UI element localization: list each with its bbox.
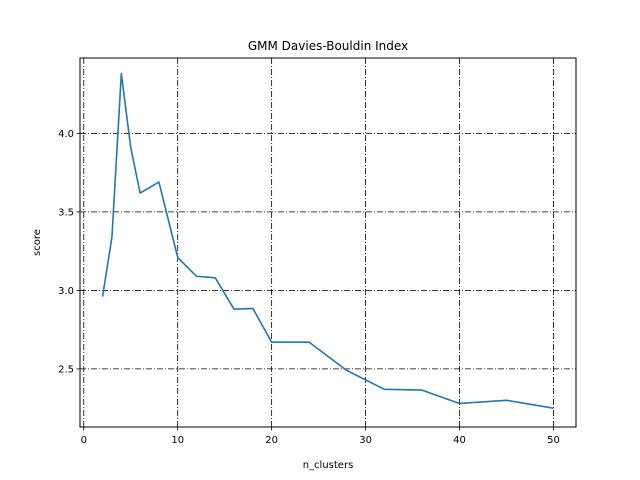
x-tick-label: 0 [81,435,87,446]
chart-title: GMM Davies-Bouldin Index [248,39,408,53]
x-tick-label: 40 [453,435,466,446]
x-tick-label: 10 [171,435,184,446]
y-tick-label: 3.0 [58,286,74,297]
series-layer [101,72,554,409]
x-tick-label: 30 [359,435,372,446]
grid-layer [80,58,576,427]
y-tick-label: 2.5 [58,364,74,375]
tick-layer: 0 10 20 30 40 50 2.5 3.0 3.5 4.0 [58,129,560,446]
x-tick-label: 50 [547,435,560,446]
y-axis-label: score [32,229,43,256]
plot-frame [79,57,577,428]
series-line [101,72,554,409]
x-axis-label: n_clusters [303,460,354,471]
x-tick-label: 20 [265,435,278,446]
y-tick-label: 3.5 [58,207,74,218]
y-tick-label: 4.0 [58,129,74,140]
